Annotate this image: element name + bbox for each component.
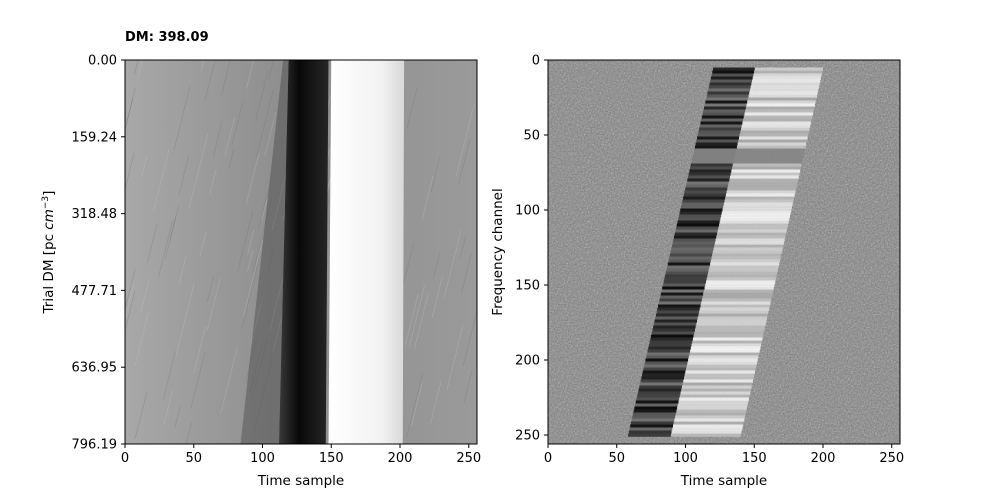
waterfall-image: [548, 60, 900, 444]
dm-time-panel: DM: 398.09 0 50 100 150 200 250 0.00 159.24 318…: [41, 0, 482, 489]
y-tick-label: 159.24: [72, 130, 118, 145]
x-tick-label: 0: [121, 451, 129, 466]
frequency-time-panel: 0 50 100 150 200 250 0 50 100 150 200 250 Time sam…: [490, 54, 904, 490]
y-axis-ticks: 0.00 159.24 318.48 477.71 636.95 796.19: [72, 54, 126, 453]
y-tick-label: 0: [532, 54, 540, 69]
x-axis-ticks: 0 50 100 150 200 250: [121, 444, 481, 466]
x-axis-ticks: 0 50 100 150 200 250: [544, 444, 904, 466]
y-tick-label: 200: [515, 354, 540, 369]
x-tick-label: 200: [388, 451, 413, 466]
x-tick-label: 50: [608, 451, 625, 466]
y-tick-label: 796.19: [72, 438, 118, 453]
x-tick-label: 50: [185, 451, 202, 466]
x-tick-label: 250: [879, 451, 904, 466]
x-axis-label: Time sample: [680, 473, 767, 489]
dm-time-image: [65, 0, 482, 444]
y-tick-label: 477.71: [72, 284, 118, 299]
x-tick-label: 100: [250, 451, 275, 466]
x-tick-label: 200: [811, 451, 836, 466]
y-axis-ticks: 0 50 100 150 200 250: [515, 54, 548, 444]
y-axis-label: Trial DM [pc cm−3]: [41, 191, 57, 315]
y-tick-label: 0.00: [88, 54, 117, 69]
x-tick-label: 150: [742, 451, 767, 466]
y-axis-label: Frequency channel: [490, 188, 506, 315]
y-tick-label: 636.95: [72, 361, 118, 376]
y-tick-label: 318.48: [72, 207, 118, 222]
bright-band: [329, 60, 405, 444]
x-axis-label: Time sample: [257, 473, 344, 489]
y-tick-label: 100: [515, 204, 540, 219]
chart-title: DM: 398.09: [125, 30, 209, 45]
x-tick-label: 250: [456, 451, 481, 466]
y-tick-label: 250: [515, 429, 540, 444]
x-tick-label: 150: [319, 451, 344, 466]
x-tick-label: 0: [544, 451, 552, 466]
y-tick-label: 50: [523, 129, 540, 144]
x-tick-label: 100: [673, 451, 698, 466]
y-tick-label: 150: [515, 279, 540, 294]
